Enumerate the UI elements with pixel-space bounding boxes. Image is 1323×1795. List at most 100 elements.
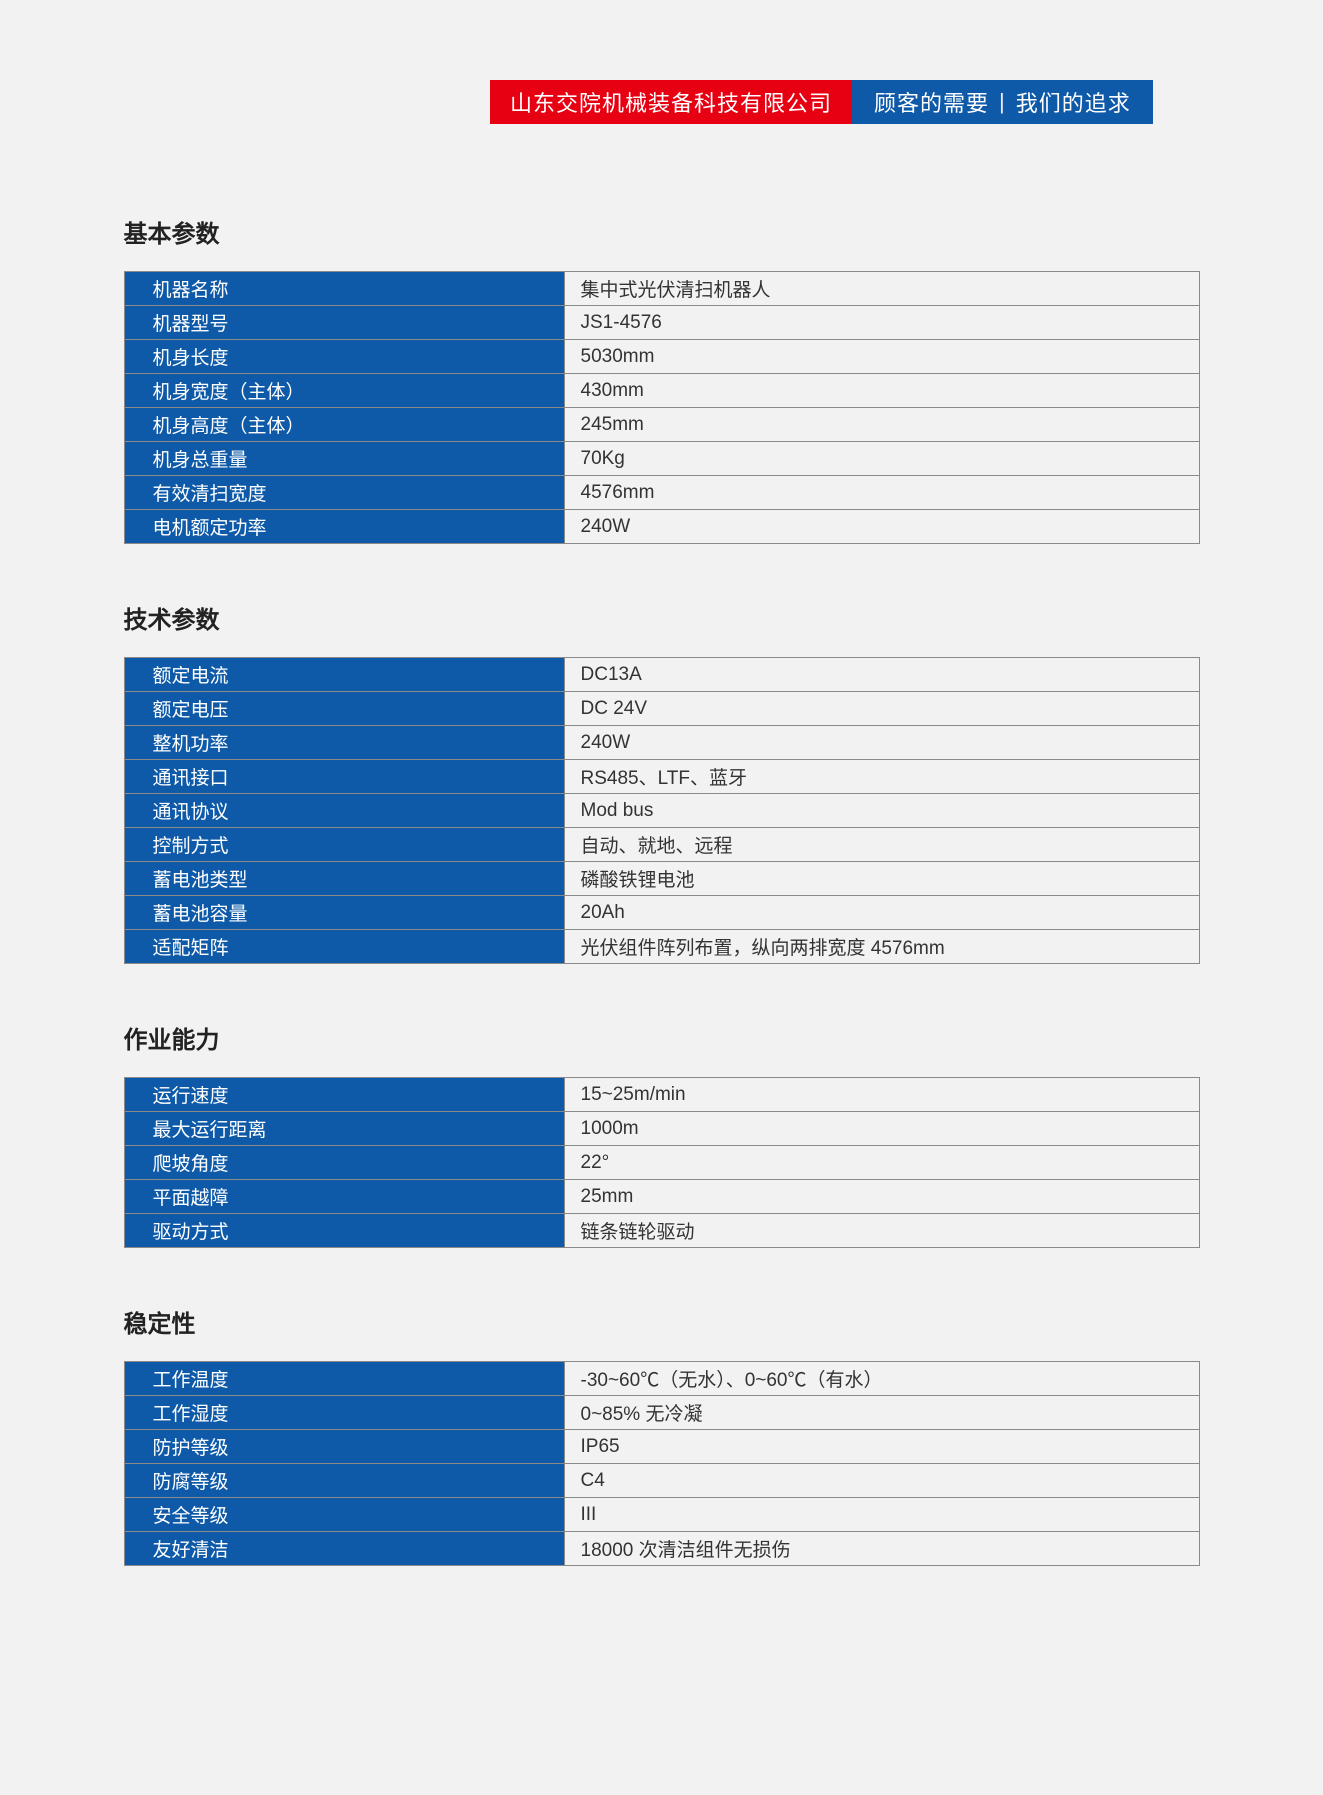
param-value: 光伏组件阵列布置，纵向两排宽度 4576mm (564, 930, 1199, 964)
table-row: 适配矩阵光伏组件阵列布置，纵向两排宽度 4576mm (124, 930, 1199, 964)
param-value: 245mm (564, 408, 1199, 442)
table-row: 平面越障25mm (124, 1180, 1199, 1214)
table-row: 通讯协议Mod bus (124, 794, 1199, 828)
param-value: 22° (564, 1146, 1199, 1180)
slogan: 顾客的需要 | 我们的追求 (852, 80, 1153, 124)
table-row: 安全等级III (124, 1498, 1199, 1532)
spec-section: 作业能力运行速度15~25m/min最大运行距离1000m爬坡角度22°平面越障… (124, 1020, 1200, 1248)
param-label: 蓄电池类型 (124, 862, 564, 896)
spec-table: 运行速度15~25m/min最大运行距离1000m爬坡角度22°平面越障25mm… (124, 1077, 1200, 1248)
param-value: -30~60℃（无水）、0~60℃（有水） (564, 1362, 1199, 1396)
table-row: 蓄电池类型磷酸铁锂电池 (124, 862, 1199, 896)
param-value: DC 24V (564, 692, 1199, 726)
spec-section: 基本参数机器名称集中式光伏清扫机器人机器型号JS1-4576机身长度5030mm… (124, 214, 1200, 544)
param-label: 整机功率 (124, 726, 564, 760)
param-label: 防护等级 (124, 1430, 564, 1464)
param-value: 自动、就地、远程 (564, 828, 1199, 862)
spec-table: 工作温度-30~60℃（无水）、0~60℃（有水）工作湿度0~85% 无冷凝防护… (124, 1361, 1200, 1566)
param-value: 20Ah (564, 896, 1199, 930)
table-row: 防护等级IP65 (124, 1430, 1199, 1464)
param-value: 链条链轮驱动 (564, 1214, 1199, 1248)
param-label: 机身高度（主体） (124, 408, 564, 442)
table-row: 额定电流DC13A (124, 658, 1199, 692)
param-label: 运行速度 (124, 1078, 564, 1112)
table-row: 工作湿度0~85% 无冷凝 (124, 1396, 1199, 1430)
param-label: 机身总重量 (124, 442, 564, 476)
table-row: 通讯接口RS485、LTF、蓝牙 (124, 760, 1199, 794)
param-value: 240W (564, 510, 1199, 544)
param-value: C4 (564, 1464, 1199, 1498)
param-label: 控制方式 (124, 828, 564, 862)
param-value: 1000m (564, 1112, 1199, 1146)
param-label: 安全等级 (124, 1498, 564, 1532)
param-value: III (564, 1498, 1199, 1532)
param-label: 机身长度 (124, 340, 564, 374)
table-row: 最大运行距离1000m (124, 1112, 1199, 1146)
section-title: 稳定性 (124, 1304, 1200, 1339)
param-value: 25mm (564, 1180, 1199, 1214)
param-value: 70Kg (564, 442, 1199, 476)
param-value: RS485、LTF、蓝牙 (564, 760, 1199, 794)
param-label: 通讯接口 (124, 760, 564, 794)
param-label: 机身宽度（主体） (124, 374, 564, 408)
header-bar: 山东交院机械装备科技有限公司 顾客的需要 | 我们的追求 (490, 80, 1323, 124)
spec-table: 机器名称集中式光伏清扫机器人机器型号JS1-4576机身长度5030mm机身宽度… (124, 271, 1200, 544)
table-row: 额定电压DC 24V (124, 692, 1199, 726)
param-label: 机器型号 (124, 306, 564, 340)
param-value: DC13A (564, 658, 1199, 692)
param-label: 适配矩阵 (124, 930, 564, 964)
param-value: 5030mm (564, 340, 1199, 374)
table-row: 运行速度15~25m/min (124, 1078, 1199, 1112)
table-row: 机身高度（主体）245mm (124, 408, 1199, 442)
param-value: 18000 次清洁组件无损伤 (564, 1532, 1199, 1566)
param-label: 工作湿度 (124, 1396, 564, 1430)
table-row: 有效清扫宽度4576mm (124, 476, 1199, 510)
slogan-separator: | (999, 89, 1006, 115)
company-name: 山东交院机械装备科技有限公司 (490, 80, 852, 124)
param-label: 有效清扫宽度 (124, 476, 564, 510)
param-label: 额定电压 (124, 692, 564, 726)
table-row: 爬坡角度22° (124, 1146, 1199, 1180)
table-row: 机身宽度（主体）430mm (124, 374, 1199, 408)
table-row: 机身长度5030mm (124, 340, 1199, 374)
param-label: 防腐等级 (124, 1464, 564, 1498)
table-row: 机身总重量70Kg (124, 442, 1199, 476)
param-label: 驱动方式 (124, 1214, 564, 1248)
table-row: 友好清洁18000 次清洁组件无损伤 (124, 1532, 1199, 1566)
param-label: 蓄电池容量 (124, 896, 564, 930)
slogan-left: 顾客的需要 (874, 86, 989, 118)
table-row: 工作温度-30~60℃（无水）、0~60℃（有水） (124, 1362, 1199, 1396)
table-row: 机器型号JS1-4576 (124, 306, 1199, 340)
slogan-right: 我们的追求 (1016, 86, 1131, 118)
param-label: 爬坡角度 (124, 1146, 564, 1180)
param-value: 磷酸铁锂电池 (564, 862, 1199, 896)
param-value: 240W (564, 726, 1199, 760)
table-row: 整机功率240W (124, 726, 1199, 760)
spec-table: 额定电流DC13A额定电压DC 24V整机功率240W通讯接口RS485、LTF… (124, 657, 1200, 964)
param-value: 4576mm (564, 476, 1199, 510)
param-label: 电机额定功率 (124, 510, 564, 544)
table-row: 驱动方式链条链轮驱动 (124, 1214, 1199, 1248)
table-row: 防腐等级C4 (124, 1464, 1199, 1498)
param-value: 0~85% 无冷凝 (564, 1396, 1199, 1430)
spec-section: 技术参数额定电流DC13A额定电压DC 24V整机功率240W通讯接口RS485… (124, 600, 1200, 964)
table-row: 电机额定功率240W (124, 510, 1199, 544)
section-title: 技术参数 (124, 600, 1200, 635)
content: 基本参数机器名称集中式光伏清扫机器人机器型号JS1-4576机身长度5030mm… (124, 214, 1200, 1566)
table-row: 控制方式自动、就地、远程 (124, 828, 1199, 862)
table-row: 机器名称集中式光伏清扫机器人 (124, 272, 1199, 306)
param-value: 430mm (564, 374, 1199, 408)
param-value: 15~25m/min (564, 1078, 1199, 1112)
param-label: 工作温度 (124, 1362, 564, 1396)
section-title: 作业能力 (124, 1020, 1200, 1055)
param-value: 集中式光伏清扫机器人 (564, 272, 1199, 306)
table-row: 蓄电池容量20Ah (124, 896, 1199, 930)
param-value: IP65 (564, 1430, 1199, 1464)
param-label: 通讯协议 (124, 794, 564, 828)
section-title: 基本参数 (124, 214, 1200, 249)
spec-section: 稳定性工作温度-30~60℃（无水）、0~60℃（有水）工作湿度0~85% 无冷… (124, 1304, 1200, 1566)
param-label: 平面越障 (124, 1180, 564, 1214)
param-label: 机器名称 (124, 272, 564, 306)
param-value: JS1-4576 (564, 306, 1199, 340)
param-value: Mod bus (564, 794, 1199, 828)
